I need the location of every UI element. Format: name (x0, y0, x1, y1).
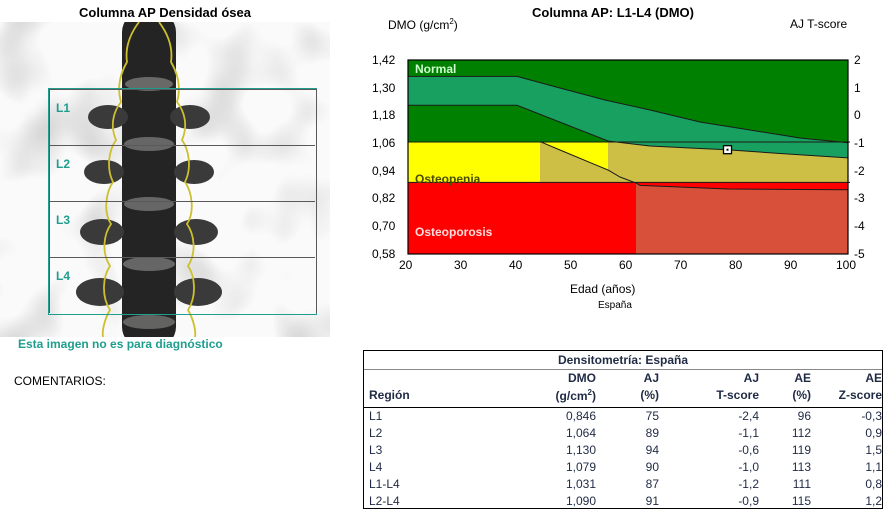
svg-text:Osteopenia: Osteopenia (415, 172, 481, 186)
svg-text:Osteoporosis: Osteoporosis (415, 225, 493, 239)
svg-text:Normal: Normal (415, 62, 456, 76)
